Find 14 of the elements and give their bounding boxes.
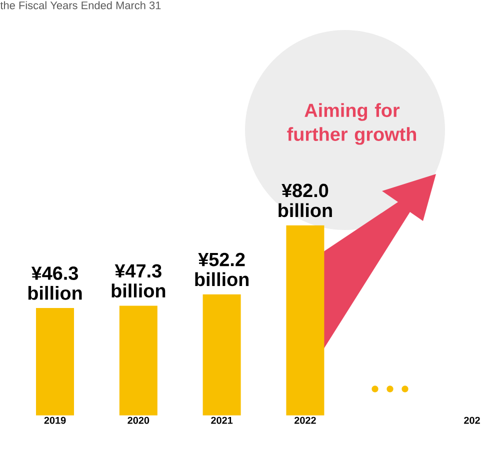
chart-title: the Fiscal Years Ended March 31 [0, 1, 161, 10]
data-label: ¥82.0 billion [278, 184, 332, 218]
x-tick-label: 2021 [211, 416, 233, 424]
bar [202, 294, 241, 416]
bar [36, 308, 74, 416]
x-tick-label: 2020 [128, 416, 150, 424]
text: Aiming for further growth [287, 103, 416, 145]
bar [119, 306, 158, 416]
x-tick-label: 2019 [44, 416, 66, 424]
x-tick-label: 202 [464, 416, 480, 424]
data-label: ¥52.2 billion [195, 252, 249, 286]
x-tick-label: 2022 [294, 416, 316, 424]
data-label: ¥46.3 billion [28, 266, 82, 300]
data-label: ¥47.3 billion [112, 264, 166, 298]
